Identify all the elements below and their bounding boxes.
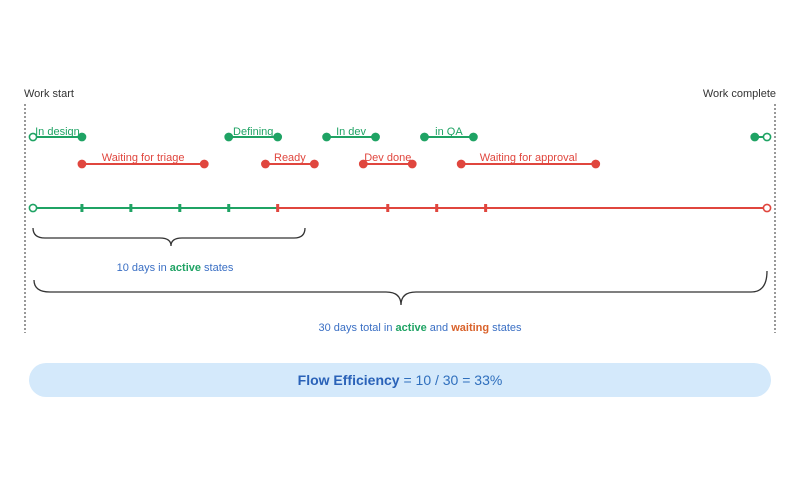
- active-state-end-dot: [371, 132, 380, 142]
- active-state-start-dot: [224, 132, 234, 142]
- active-state-label: in QA: [435, 126, 463, 138]
- flow-efficiency-term: Flow Efficiency: [297, 372, 400, 388]
- active-state-label: In dev: [336, 126, 366, 138]
- active-days-label: 10 days in active states: [117, 262, 234, 274]
- active-states: In design Defining In dev in QA: [28, 126, 772, 142]
- timeline-active-tick: [227, 204, 231, 212]
- timeline-start-dot: [28, 203, 38, 213]
- work-start-label: Work start: [24, 88, 74, 100]
- timeline-active-tick: [80, 204, 84, 212]
- active-state-start-dot: [420, 132, 429, 142]
- total-days-label: 30 days total in active and waiting stat…: [318, 322, 522, 334]
- timeline-waiting-tick: [435, 204, 439, 212]
- waiting-state-end-dot: [591, 159, 601, 169]
- timeline-end-dot: [762, 203, 772, 213]
- waiting-state-end-dot: [199, 159, 209, 169]
- timeline-split-tick: [276, 204, 280, 212]
- active-state-start-dot: [28, 132, 38, 142]
- waiting-state-label: Waiting for triage: [102, 152, 185, 164]
- waiting-state-start-dot: [77, 159, 87, 169]
- active-days-brace: [32, 227, 306, 247]
- timeline-active-tick: [129, 204, 133, 212]
- waiting-state-start-dot: [261, 159, 270, 169]
- waiting-state-start-dot: [358, 159, 368, 169]
- timeline: [28, 203, 772, 213]
- total-days-brace: [33, 270, 768, 306]
- active-state-start-dot: [750, 132, 760, 142]
- waiting-state-label: Dev done: [364, 152, 411, 164]
- active-state-end-dot: [468, 132, 478, 142]
- active-state-end-dot: [762, 132, 772, 142]
- waiting-state-label: Waiting for approval: [480, 152, 577, 164]
- active-state-label: Defining: [233, 126, 273, 138]
- work-complete-label: Work complete: [703, 88, 776, 100]
- waiting-state-label: Ready: [274, 152, 306, 164]
- timeline-waiting-tick: [484, 204, 488, 212]
- waiting-state-end-dot: [309, 159, 319, 169]
- flow-efficiency-formula: = 10 / 30 = 33%: [399, 372, 503, 388]
- timeline-waiting-tick: [386, 204, 390, 212]
- active-state-end-dot: [77, 132, 87, 142]
- active-state-label: In design: [35, 126, 80, 138]
- waiting-state-end-dot: [407, 159, 417, 169]
- waiting-states: Waiting for triage Ready Dev done Waiting f…: [77, 152, 601, 169]
- timeline-active-tick: [178, 204, 182, 212]
- waiting-state-start-dot: [456, 159, 466, 169]
- active-state-start-dot: [322, 132, 331, 142]
- active-state-end-dot: [273, 132, 283, 142]
- flow-efficiency-banner: Flow Efficiency = 10 / 30 = 33%: [29, 363, 771, 397]
